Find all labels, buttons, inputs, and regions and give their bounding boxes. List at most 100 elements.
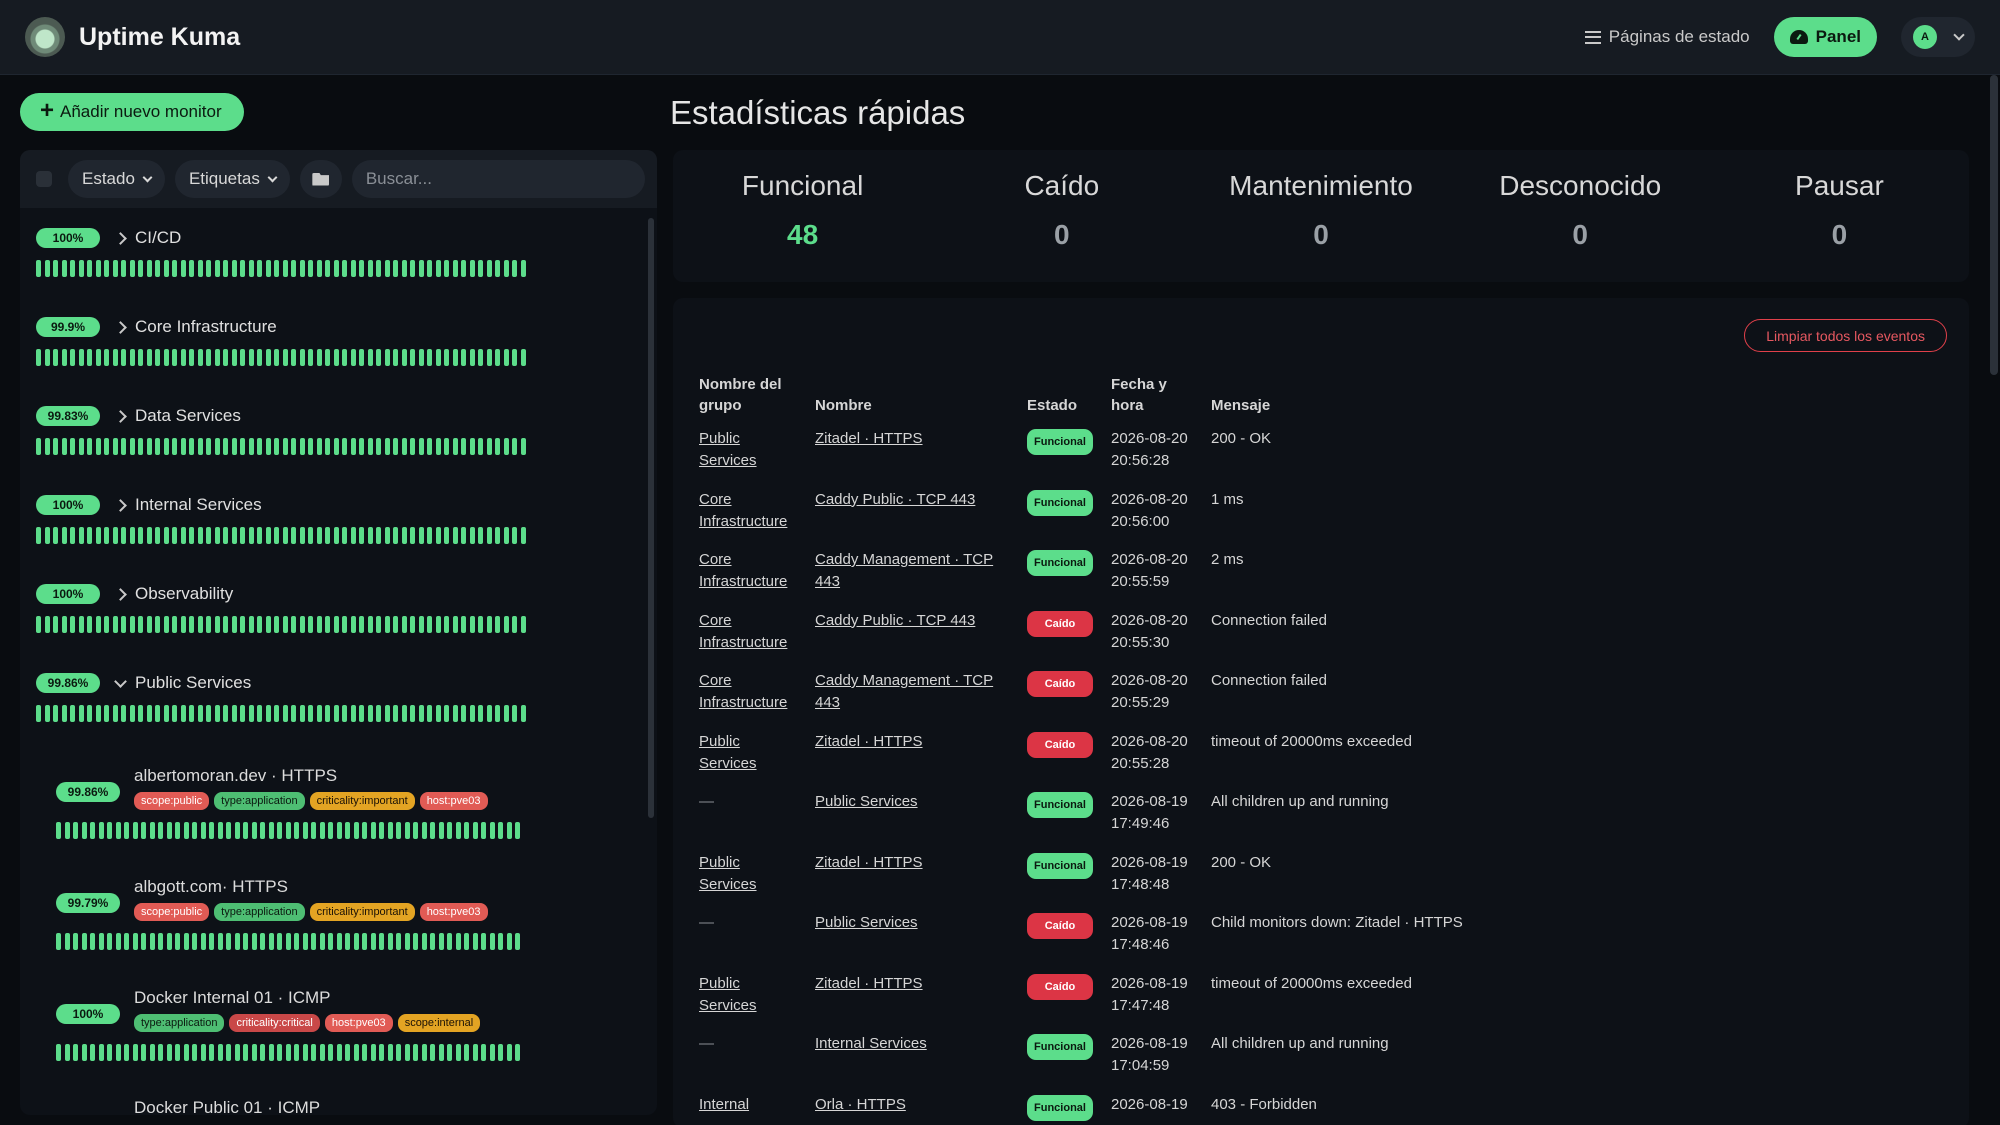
dashboard-button[interactable]: Panel bbox=[1773, 17, 1877, 57]
group-line: Public bbox=[699, 853, 740, 871]
app-title[interactable]: Uptime Kuma bbox=[79, 22, 241, 51]
state-filter-dropdown[interactable]: Estado bbox=[68, 160, 165, 198]
chevron-right-icon[interactable] bbox=[114, 409, 127, 423]
heartbeat-tick bbox=[452, 616, 458, 633]
group-link[interactable]: Internal bbox=[699, 1096, 749, 1113]
folder-button[interactable] bbox=[299, 160, 342, 198]
chevron-right-icon[interactable] bbox=[114, 498, 127, 512]
monitor-link[interactable]: Caddy Public · TCP 443 bbox=[815, 612, 975, 629]
heartbeat-tick bbox=[435, 527, 441, 544]
chevron-right-icon[interactable] bbox=[114, 320, 127, 334]
event-row: Public Services Zitadel · HTTPS Funcional 20… bbox=[699, 428, 1711, 489]
name-cell: Zitadel · HTTPS bbox=[815, 973, 1027, 1034]
heartbeat-tick bbox=[44, 349, 50, 366]
monitor-link[interactable]: Zitadel · HTTPS bbox=[815, 733, 923, 750]
add-monitor-button[interactable]: + Añadir nuevo monitor bbox=[20, 93, 244, 131]
time-text: 17:48:46 bbox=[1111, 936, 1170, 953]
monitor-link[interactable]: Caddy Management · TCP 443 bbox=[815, 551, 993, 590]
group-link[interactable]: Public Services bbox=[699, 975, 757, 1014]
heartbeat-tick bbox=[95, 349, 101, 366]
heartbeat-tick bbox=[461, 349, 466, 366]
monitor-item[interactable]: Docker Public 01 · ICMP bbox=[56, 1098, 636, 1115]
heartbeat-tick bbox=[503, 438, 509, 455]
heartbeat-tick bbox=[469, 438, 475, 455]
heartbeat-tick bbox=[64, 822, 70, 839]
uptime-kuma-logo-icon[interactable] bbox=[25, 17, 65, 57]
message-cell: 200 - OK bbox=[1211, 430, 1272, 447]
heartbeat-tick bbox=[53, 527, 58, 544]
heartbeat-tick bbox=[367, 527, 373, 544]
monitor-group[interactable]: 99.9% Core Infrastructure bbox=[36, 314, 616, 366]
monitor-item[interactable]: 99.86% albertomoran.dev · HTTPS scope:pu… bbox=[56, 766, 636, 839]
monitor-group[interactable]: 100% Internal Services bbox=[36, 492, 616, 544]
chevron-right-icon[interactable] bbox=[114, 231, 127, 245]
tags-filter-dropdown[interactable]: Etiquetas bbox=[174, 160, 290, 198]
monitor-link[interactable]: Caddy Public · TCP 443 bbox=[815, 491, 975, 508]
heartbeat-tick bbox=[166, 1044, 172, 1061]
heartbeat-tick bbox=[107, 822, 112, 839]
group-link[interactable]: Core Infrastructure bbox=[699, 672, 787, 711]
heartbeat-tick bbox=[121, 349, 126, 366]
status-pages-link[interactable]: Páginas de estado bbox=[1584, 27, 1750, 47]
monitor-link[interactable]: Orla · HTTPS bbox=[815, 1096, 906, 1113]
heartbeat-tick bbox=[336, 1044, 342, 1061]
group-link[interactable]: Core Infrastructure bbox=[699, 551, 787, 590]
monitor-group[interactable]: 100% CI/CD bbox=[36, 225, 616, 277]
monitor-link[interactable]: Internal Services bbox=[815, 1035, 927, 1052]
monitor-item[interactable]: 100% Docker Internal 01 · ICMP type:appl… bbox=[56, 988, 636, 1061]
heartbeat-tick bbox=[489, 933, 495, 950]
heartbeat-tick bbox=[367, 260, 373, 277]
monitor-group[interactable]: 99.83% Data Services bbox=[36, 403, 616, 455]
monitor-link[interactable]: Public Services bbox=[815, 793, 918, 810]
group-link[interactable]: Public Services bbox=[699, 733, 757, 772]
monitor-link[interactable]: Zitadel · HTTPS bbox=[815, 975, 923, 992]
clear-events-button[interactable]: Limpiar todos los eventos bbox=[1744, 319, 1947, 352]
monitor-group[interactable]: 100% Observability bbox=[36, 581, 616, 633]
monitor-group[interactable]: 99.86% Public Services bbox=[36, 670, 616, 722]
group-link[interactable]: Core Infrastructure bbox=[699, 612, 787, 651]
status-badge: Caído bbox=[1027, 671, 1093, 697]
heartbeat-tick bbox=[214, 349, 220, 366]
heartbeat-tick bbox=[243, 822, 248, 839]
chevron-right-icon[interactable] bbox=[114, 587, 127, 601]
heartbeat-tick bbox=[223, 260, 228, 277]
heartbeat-tick bbox=[362, 1044, 367, 1061]
heartbeat-tick bbox=[461, 527, 466, 544]
group-link[interactable]: Public Services bbox=[699, 854, 757, 893]
heartbeat-tick bbox=[257, 705, 262, 722]
heartbeat-tick bbox=[486, 705, 492, 722]
group-name: Observability bbox=[135, 584, 234, 603]
heartbeat-tick bbox=[206, 438, 211, 455]
monitor-filter-bar: Estado Etiquetas bbox=[20, 150, 657, 208]
tag: type:application bbox=[214, 792, 305, 810]
heartbeat-tick bbox=[163, 438, 169, 455]
heartbeat-tick bbox=[325, 616, 330, 633]
status-badge: Funcional bbox=[1027, 489, 1093, 516]
date-cell: 2026-08-20 20:56:00 bbox=[1111, 489, 1211, 550]
heartbeat-tick bbox=[350, 438, 356, 455]
monitor-link[interactable]: Zitadel · HTTPS bbox=[815, 430, 923, 447]
profile-menu-button[interactable]: A bbox=[1901, 17, 1975, 57]
select-all-checkbox[interactable] bbox=[36, 171, 52, 187]
list-scrollbar[interactable] bbox=[648, 218, 654, 818]
heartbeat-tick bbox=[384, 349, 390, 366]
page-scrollbar[interactable] bbox=[1990, 75, 1998, 375]
time-text: 20:55:28 bbox=[1111, 754, 1170, 772]
monitor-item[interactable]: 99.79% albgott.com· HTTPS scope:public t… bbox=[56, 877, 636, 950]
column-header-name: Nombre bbox=[815, 397, 872, 414]
heartbeat-tick bbox=[44, 616, 50, 633]
heartbeat-tick bbox=[413, 933, 418, 950]
search-input[interactable] bbox=[351, 160, 645, 198]
monitor-link[interactable]: Caddy Management · TCP 443 bbox=[815, 672, 993, 711]
heartbeat-tick bbox=[285, 1044, 291, 1061]
heartbeat-tick bbox=[112, 349, 118, 366]
message-cell: Connection failed bbox=[1211, 611, 1327, 629]
heartbeat-tick bbox=[472, 822, 478, 839]
monitor-link[interactable]: Public Services bbox=[815, 914, 918, 931]
heartbeat-tick bbox=[197, 438, 203, 455]
heartbeat-tick bbox=[36, 349, 41, 366]
group-link[interactable]: Core Infrastructure bbox=[699, 491, 787, 530]
chevron-down-icon[interactable] bbox=[114, 674, 127, 688]
monitor-link[interactable]: Zitadel · HTTPS bbox=[815, 854, 923, 871]
group-link[interactable]: Public Services bbox=[699, 430, 757, 469]
